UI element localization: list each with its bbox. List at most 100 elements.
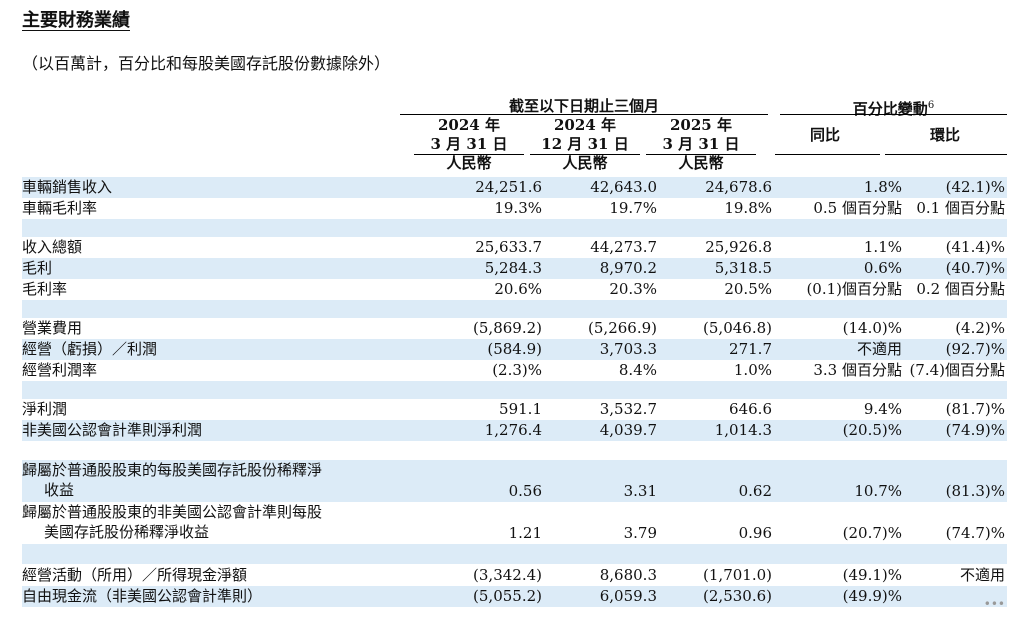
row-label-line1: 歸屬於普通股股東的每股美國存託股份稀釋淨 <box>22 461 323 479</box>
row-value-2024q1: 1,276.4 <box>484 421 542 439</box>
header-change-rule <box>780 114 1007 115</box>
header-col1-date: 3 月 31 日 <box>430 135 508 153</box>
row-value-2024q4: 8.4% <box>618 361 657 379</box>
table-row: 淨利潤 591.1 3,532.7 646.6 9.4% (81.7)% <box>22 399 1007 420</box>
row-value-2024q4: 3,532.7 <box>599 400 657 418</box>
row-value-yoy: (49.1)% <box>842 566 902 584</box>
row-value-yoy: 0.5 個百分點 <box>813 199 902 217</box>
row-value-2024q4: 44,273.7 <box>590 238 657 256</box>
header-col2-date: 12 月 31 日 <box>541 135 629 153</box>
table-row: 非美國公認會計準則淨利潤 1,276.4 4,039.7 1,014.3 (20… <box>22 420 1007 441</box>
row-value-yoy: 1.8% <box>863 178 902 196</box>
row-value-2024q4: 8,970.2 <box>599 259 657 277</box>
header-period-rule <box>400 114 768 115</box>
row-value-yoy: 0.6% <box>863 259 902 277</box>
row-label: 經營活動（所用）／所得現金淨額 <box>22 566 248 584</box>
row-value-qoq: 0.1 個百分點 <box>916 199 1005 217</box>
row-value-2024q4: 42,643.0 <box>590 178 657 196</box>
row-value-2024q1: (2.3)% <box>492 361 542 379</box>
header-col1-year: 2024 年 <box>438 116 500 134</box>
page-title: 主要財務業績 <box>22 10 130 31</box>
header-col1: 2024 年 3 月 31 日 人民幣 <box>414 116 524 173</box>
row-value-2024q4: 3,703.3 <box>599 340 657 358</box>
table-spacer <box>22 219 1007 237</box>
row-value-qoq: (40.7)% <box>945 259 1005 277</box>
row-value-2024q1: (5,869.2) <box>473 319 542 337</box>
row-value-2025q1: 271.7 <box>729 340 772 358</box>
header-col3-rule <box>646 154 756 155</box>
row-value-yoy: (20.5)% <box>842 421 902 439</box>
row-value-2025q1: 5,318.5 <box>714 259 772 277</box>
row-value-qoq: (81.7)% <box>945 400 1005 418</box>
row-label: 歸屬於普通股股東的每股美國存託股份稀釋淨 收益 <box>22 460 402 500</box>
row-value-2025q1: 20.5% <box>724 280 772 298</box>
row-value-2024q4: 4,039.7 <box>599 421 657 439</box>
row-value-2024q4: 19.7% <box>609 199 657 217</box>
table-row: 經營利潤率 (2.3)% 8.4% 1.0% 3.3 個百分點 (7.4)個百分… <box>22 360 1007 381</box>
row-value-2024q4: 3.79 <box>623 524 657 542</box>
row-label: 經營（虧損）／利潤 <box>22 340 158 358</box>
header-qoq-rule <box>885 154 1007 155</box>
header-col3-year: 2025 年 <box>670 116 732 134</box>
table-row: 歸屬於普通股股東的每股美國存託股份稀釋淨 收益 0.56 3.31 0.62 1… <box>22 460 1007 502</box>
row-value-2024q1: 1.21 <box>508 524 542 542</box>
table-row: 收入總額 25,633.7 44,273.7 25,926.8 1.1% (41… <box>22 237 1007 258</box>
row-value-qoq: (81.3)% <box>945 482 1005 500</box>
row-value-2024q4: 20.3% <box>609 280 657 298</box>
row-label: 車輛毛利率 <box>22 199 98 217</box>
header-col3-currency: 人民幣 <box>678 154 724 172</box>
header-change-label: 百分比變動 <box>852 100 928 118</box>
row-label-line2: 收益 <box>44 481 75 499</box>
table-row: 自由現金流（非美國公認會計準則） (5,055.2) 6,059.3 (2,53… <box>22 586 1007 607</box>
page-subtitle: （以百萬計，百分比和每股美國存託股份數據除外） <box>22 54 391 73</box>
row-value-2025q1: 0.62 <box>738 482 772 500</box>
row-label: 車輛銷售收入 <box>22 178 113 196</box>
row-value-2025q1: 24,678.6 <box>705 178 772 196</box>
row-value-qoq: (4.2)% <box>955 319 1005 337</box>
row-value-2024q1: 0.56 <box>508 482 542 500</box>
header-yoy-rule <box>775 154 880 155</box>
row-value-2025q1: 646.6 <box>729 400 772 418</box>
row-value-yoy: 不適用 <box>856 340 902 358</box>
header-col1-currency: 人民幣 <box>446 154 492 172</box>
row-value-2025q1: (5,046.8) <box>703 319 772 337</box>
row-value-qoq: (7.4)個百分點 <box>909 361 1005 379</box>
header-change-group: 百分比變動6 <box>780 96 1007 118</box>
header-period-label: 截至以下日期止三個月 <box>508 97 659 115</box>
row-value-yoy: 10.7% <box>854 482 902 500</box>
row-value-2024q4: 8,680.3 <box>599 566 657 584</box>
row-value-qoq: (92.7)% <box>945 340 1005 358</box>
header-col2-currency: 人民幣 <box>562 154 608 172</box>
row-label-line2: 美國存託股份稀釋淨收益 <box>44 523 210 541</box>
row-value-2024q1: (584.9) <box>487 340 542 358</box>
row-label: 自由現金流（非美國公認會計準則） <box>22 587 263 605</box>
row-value-2025q1: 1,014.3 <box>714 421 772 439</box>
table-spacer <box>22 300 1007 318</box>
row-value-2025q1: 25,926.8 <box>705 238 772 256</box>
row-value-2024q1: 20.6% <box>494 280 542 298</box>
watermark-icon: ••• <box>983 597 1005 611</box>
row-label: 營業費用 <box>22 319 83 337</box>
row-label: 淨利潤 <box>22 400 68 418</box>
row-value-qoq: (42.1)% <box>945 178 1005 196</box>
table-row: 毛利 5,284.3 8,970.2 5,318.5 0.6% (40.7)% <box>22 258 1007 279</box>
row-value-2024q4: 6,059.3 <box>599 587 657 605</box>
row-value-2025q1: (2,530.6) <box>703 587 772 605</box>
row-value-yoy: (20.7)% <box>842 524 902 542</box>
row-value-yoy: (49.9)% <box>842 587 902 605</box>
table-spacer <box>22 544 1007 564</box>
header-col2-rule <box>530 154 640 155</box>
row-value-2025q1: (1,701.0) <box>703 566 772 584</box>
row-label: 經營利潤率 <box>22 361 98 379</box>
row-label: 毛利 <box>22 259 53 277</box>
table-row: 經營活動（所用）／所得現金淨額 (3,342.4) 8,680.3 (1,701… <box>22 565 1007 586</box>
header-yoy: 同比 <box>809 126 840 144</box>
header-col2: 2024 年 12 月 31 日 人民幣 <box>530 116 640 173</box>
row-label-line1: 歸屬於普通股股東的非美國公認會計準則每股 <box>22 503 323 521</box>
table-spacer <box>22 381 1007 399</box>
row-value-2024q4: (5,266.9) <box>588 319 657 337</box>
row-label: 歸屬於普通股股東的非美國公認會計準則每股 美國存託股份稀釋淨收益 <box>22 502 402 542</box>
row-value-yoy: (14.0)% <box>842 319 902 337</box>
header-col1-rule <box>414 154 524 155</box>
row-value-yoy: 1.1% <box>863 238 902 256</box>
